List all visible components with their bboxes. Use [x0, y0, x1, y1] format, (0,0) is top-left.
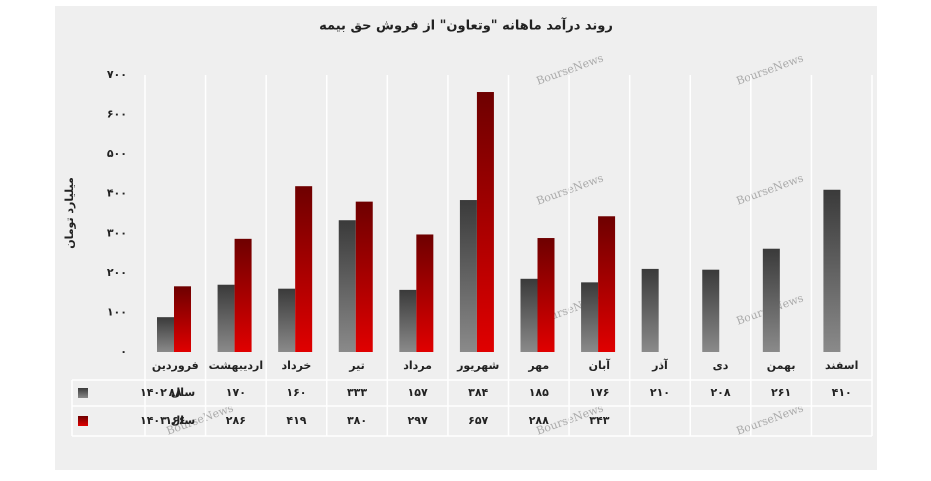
data-label: ۸۸	[169, 386, 183, 399]
bar	[581, 282, 599, 352]
y-tick-label: ۳۰۰	[107, 226, 127, 239]
chart-title: روند درآمد ماهانه "وتعاون" از فروش حق بی…	[319, 17, 613, 34]
bar	[702, 269, 720, 352]
data-label: ۲۹۷	[408, 414, 428, 427]
y-tick-label: ۲۰۰	[107, 266, 127, 279]
data-label: ۱۸۵	[529, 386, 549, 399]
y-tick-label: ۴۰۰	[107, 187, 127, 200]
x-tick-label: دی	[713, 359, 729, 372]
data-label: ۲۶۱	[771, 386, 791, 399]
y-axis-label: میلیارد تومان	[63, 177, 76, 249]
data-label: ۴۱۹	[286, 414, 306, 427]
x-tick-label: اسفند	[825, 359, 858, 372]
bar	[355, 201, 373, 352]
bar	[459, 200, 477, 352]
legend-swatch	[78, 388, 88, 398]
x-tick-label: مرداد	[403, 359, 432, 372]
data-label: ۱۷۶	[589, 386, 609, 399]
bar	[416, 234, 434, 352]
y-tick-label: ۵۰۰	[107, 147, 127, 160]
bar	[278, 288, 296, 352]
bar	[174, 286, 191, 352]
data-label: ۶۵۷	[468, 414, 488, 427]
bar	[537, 238, 555, 352]
y-tick-label: ۱۰۰	[107, 305, 127, 318]
y-tick-label: ۶۰۰	[107, 108, 127, 121]
bar	[641, 268, 659, 352]
data-label: ۲۱۰	[650, 386, 670, 399]
data-label: ۱۷۰	[226, 386, 246, 399]
data-label: ۳۸۴	[468, 386, 488, 399]
data-label: ۳۳۳	[347, 386, 367, 399]
bar	[520, 278, 538, 352]
x-tick-label: خرداد	[282, 359, 312, 372]
data-label: ۱۶۰	[286, 386, 306, 399]
legend-label: سال ۱۴۰۳	[140, 414, 195, 427]
data-label: ۲۰۸	[710, 386, 730, 399]
data-label: ۳۴۳	[589, 414, 609, 427]
legend-label: سال ۱۴۰۲	[140, 386, 195, 399]
bar	[338, 220, 356, 352]
y-tick-label: ۷۰۰	[107, 68, 127, 81]
x-tick-label: فروردین	[152, 359, 199, 372]
bar	[234, 238, 252, 352]
bar	[217, 284, 235, 352]
bar	[476, 92, 494, 352]
data-label: ۳۸۰	[347, 414, 367, 427]
bar	[823, 189, 841, 352]
data-label: ۱۶۶	[165, 414, 185, 427]
data-label: ۱۵۷	[408, 386, 428, 399]
data-label: ۲۸۶	[226, 414, 246, 427]
x-tick-label: شهریور	[456, 359, 499, 372]
y-tick-label: ۰	[120, 345, 127, 358]
x-tick-label: بهمن	[767, 359, 796, 372]
data-label: ۴۱۰	[832, 386, 852, 399]
x-tick-label: اردیبهشت	[209, 359, 263, 372]
x-tick-label: تیر	[348, 359, 364, 372]
x-tick-label: آبان	[589, 358, 611, 372]
bar	[399, 289, 417, 352]
legend-swatch	[78, 416, 88, 426]
bar	[295, 186, 313, 352]
bar	[598, 216, 616, 352]
bar	[762, 248, 780, 352]
x-tick-label: آذر	[651, 358, 668, 372]
data-label: ۲۸۸	[529, 414, 549, 427]
x-tick-label: مهر	[527, 359, 549, 372]
bar	[157, 317, 174, 352]
